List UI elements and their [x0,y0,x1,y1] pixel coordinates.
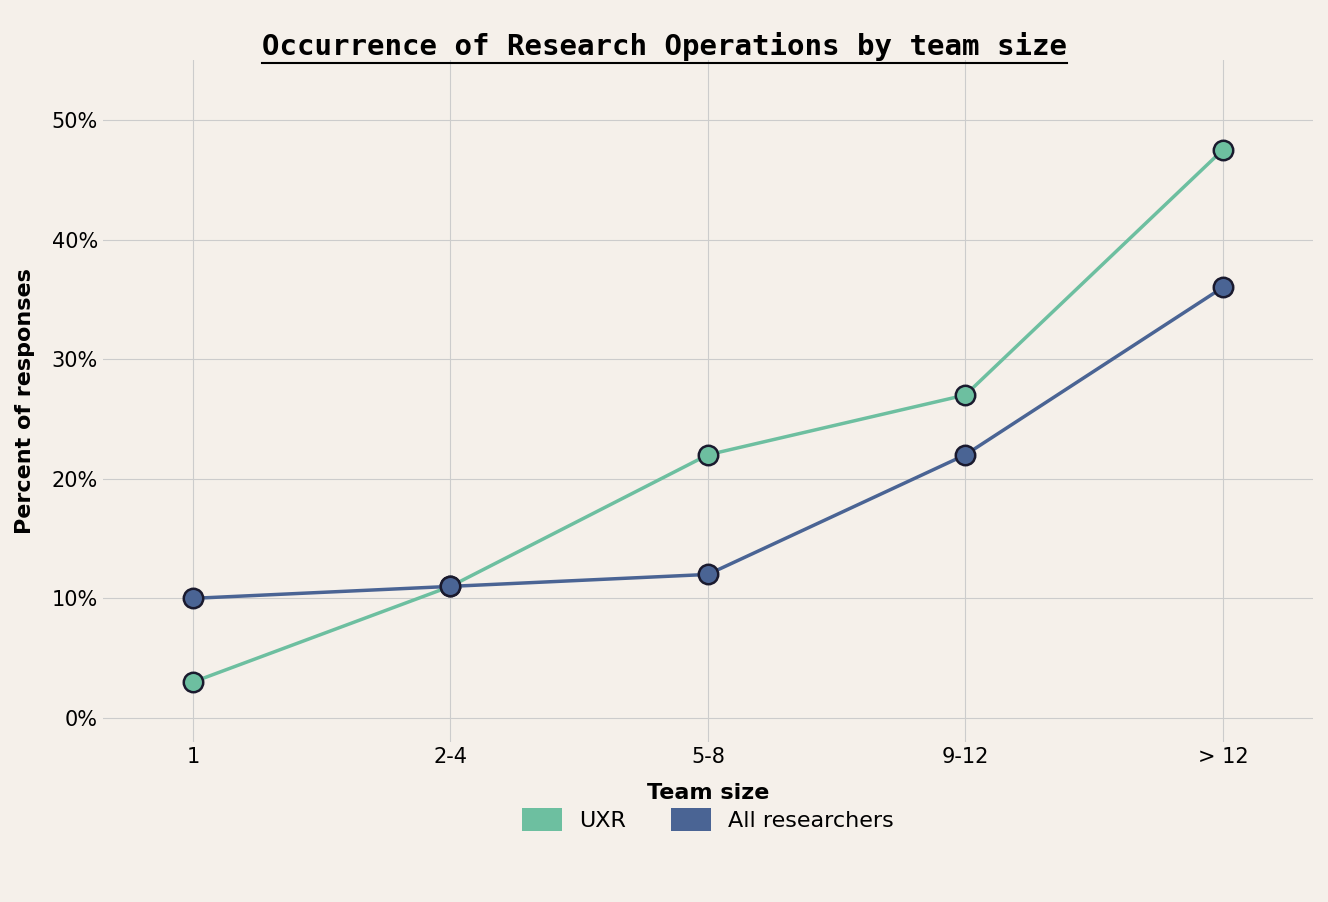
X-axis label: Team size: Team size [647,784,769,804]
Legend: UXR, All researchers: UXR, All researchers [513,799,903,840]
Text: Occurrence of Research Operations by team size: Occurrence of Research Operations by tea… [262,32,1066,60]
Y-axis label: Percent of responses: Percent of responses [15,268,35,534]
